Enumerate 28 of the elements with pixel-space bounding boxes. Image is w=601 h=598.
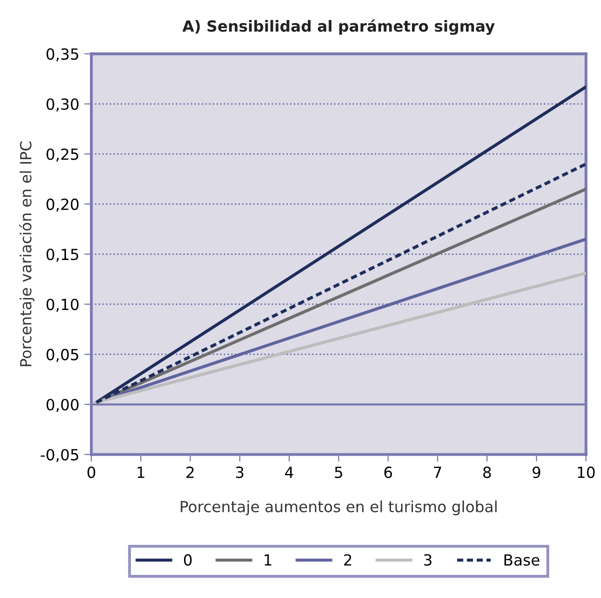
y-tick-label: 0,35 — [46, 48, 78, 62]
x-tick-label: 8 — [483, 466, 491, 478]
y-tick-label: -0,05 — [40, 448, 78, 462]
y-tick-label: 0,25 — [46, 148, 78, 162]
y-tick-label: 0,15 — [46, 248, 78, 262]
y-axis-title: Porcentaje variación en el IPC — [19, 142, 34, 366]
legend-label: 2 — [344, 554, 352, 566]
y-tick-label: 0,20 — [46, 198, 79, 212]
x-tick-label: 3 — [236, 466, 244, 478]
y-tick-label: 0,30 — [46, 98, 79, 112]
x-tick-label: 0 — [88, 466, 96, 478]
x-tick-label: 5 — [334, 466, 342, 478]
y-tick-label: 0,05 — [46, 348, 78, 362]
legend-label: 3 — [424, 554, 432, 566]
x-tick-label: 2 — [186, 466, 194, 478]
x-tick-label: 9 — [532, 466, 540, 478]
x-tick-label: 4 — [285, 466, 294, 478]
y-tick-label: 0,10 — [46, 298, 79, 312]
chart-title: A) Sensibilidad al parámetro sigmay — [182, 19, 495, 35]
legend-label: Base — [504, 554, 540, 566]
legend-label: 1 — [264, 554, 272, 566]
x-tick-label: 10 — [578, 466, 595, 478]
x-tick-label: 6 — [384, 466, 392, 478]
x-tick-label: 7 — [434, 466, 442, 478]
y-tick-label: 0,00 — [46, 398, 79, 412]
legend-label: 0 — [184, 554, 192, 566]
x-axis-title: Porcentaje aumentos en el turismo global — [180, 500, 497, 516]
x-tick-label: 1 — [138, 466, 144, 478]
